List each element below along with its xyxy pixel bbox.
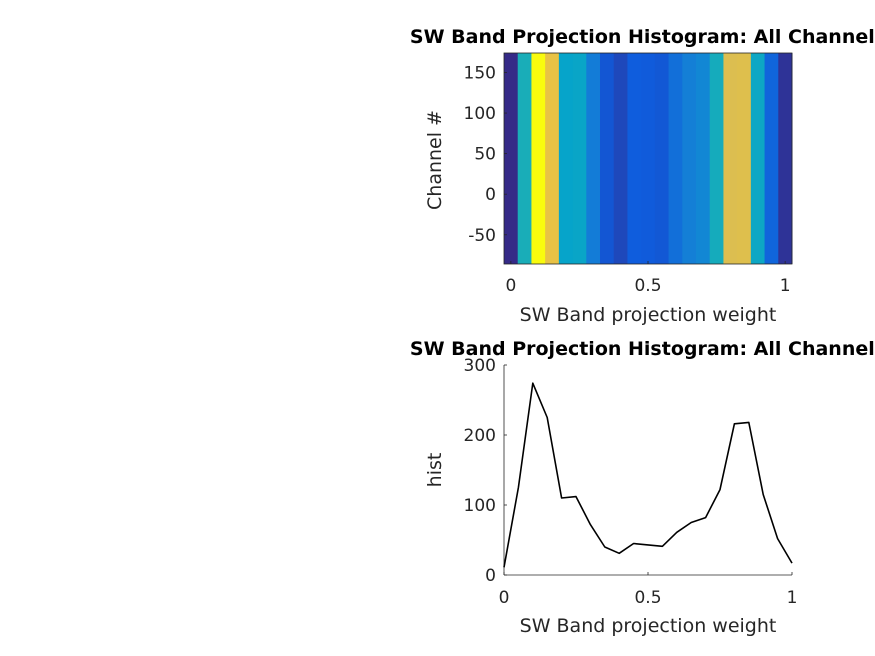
heatmap-cell <box>572 53 587 264</box>
heatmap-cell <box>627 53 642 264</box>
x-tick-label: 1 <box>787 588 798 608</box>
y-tick-label: 50 <box>474 145 496 165</box>
line-ticks: 0 0.5 1 0 100 200 300 <box>464 356 798 608</box>
y-tick-label: 100 <box>464 104 496 124</box>
y-tick-label: 300 <box>464 356 496 376</box>
heatmap-cell <box>750 53 766 264</box>
heatmap-cell <box>654 53 670 264</box>
heatmap-cell <box>517 53 532 264</box>
heatmap-ticks: 0 0.5 1 -50 0 50 100 150 <box>464 63 791 296</box>
heatmap-cell <box>600 53 615 264</box>
line-xlabel: SW Band projection weight <box>520 615 777 637</box>
heatmap-xlabel: SW Band projection weight <box>520 304 777 326</box>
y-tick-label: -50 <box>468 226 496 246</box>
heatmap-cell <box>682 53 697 264</box>
heatmap-cell <box>558 53 574 264</box>
hist-series-line <box>503 382 793 568</box>
heatmap-axes: 0 0.5 1 -50 0 50 100 150 SW Band Projection His… <box>410 26 875 326</box>
heatmap-cell <box>641 53 656 264</box>
x-tick-label: 0 <box>505 276 516 296</box>
heatmap-cell <box>531 53 546 264</box>
heatmap-cell <box>778 53 793 264</box>
heatmap-cell <box>723 53 738 264</box>
heatmap-cell <box>586 53 601 264</box>
heatmap-ylabel: Channel # <box>424 110 446 210</box>
heatmap-cell <box>764 53 779 264</box>
y-tick-label: 100 <box>464 496 496 516</box>
heatmap-title: SW Band Projection Histogram: All Channe… <box>410 26 875 48</box>
line-axes: 0 0.5 1 0 100 200 300 SW Band Projection Histo… <box>410 338 875 637</box>
heatmap-cell <box>545 53 560 264</box>
y-tick-label: 0 <box>485 566 496 586</box>
heatmap-cells <box>504 53 793 264</box>
y-tick-label: 0 <box>485 185 496 205</box>
line-title: SW Band Projection Histogram: All Channe… <box>410 338 875 360</box>
heatmap-cell <box>504 53 519 264</box>
line-ylabel: hist <box>424 453 446 488</box>
heatmap-cell <box>613 53 628 264</box>
x-tick-label: 1 <box>780 276 791 296</box>
heatmap-cell <box>709 53 724 264</box>
x-tick-label: 0.5 <box>634 588 661 608</box>
heatmap-cell <box>696 53 711 264</box>
x-tick-label: 0 <box>499 588 510 608</box>
x-tick-label: 0.5 <box>634 276 661 296</box>
y-tick-label: 200 <box>464 426 496 446</box>
heatmap-cell <box>668 53 683 264</box>
heatmap-cell <box>737 53 752 264</box>
y-tick-label: 150 <box>464 63 496 83</box>
